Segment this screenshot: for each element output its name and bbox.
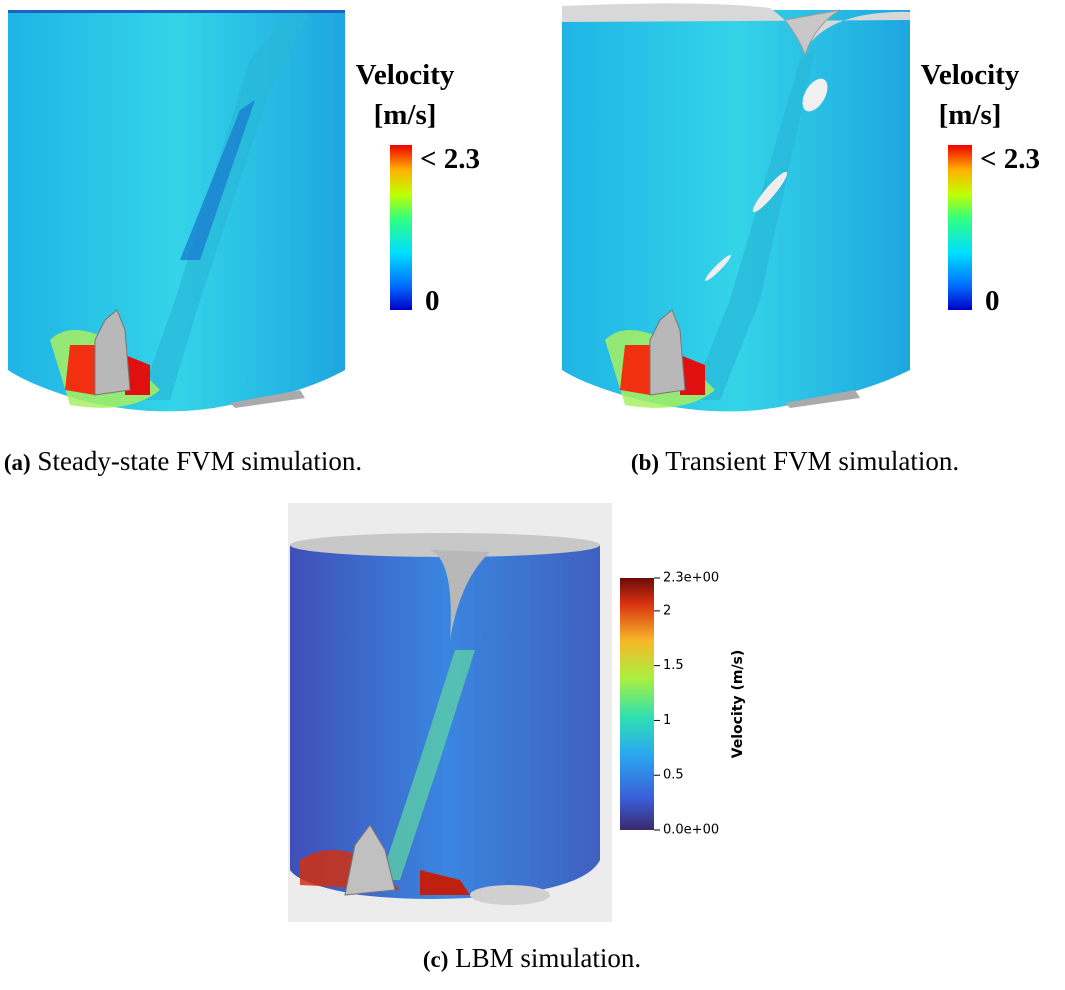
caption-label: (a) — [4, 450, 31, 475]
legend-max: < 2.3 — [980, 143, 1040, 175]
legend-unit: [m/s] — [374, 99, 437, 131]
legend-min: 0 — [985, 285, 1000, 317]
colorbar-tick-label: 1 — [663, 713, 671, 728]
colorbar — [620, 578, 654, 830]
caption-label: (b) — [631, 450, 659, 475]
simulation-image-b — [562, 3, 910, 412]
caption-text: Steady-state FVM simulation. — [37, 446, 362, 476]
colorbar — [390, 145, 412, 310]
colorbar-tick-label: 0.5 — [663, 768, 684, 783]
caption: (c) LBM simulation. — [423, 943, 641, 973]
caption-text: LBM simulation. — [455, 943, 641, 973]
caption-text: Transient FVM simulation. — [665, 446, 959, 476]
legend-title: Velocity — [921, 59, 1020, 91]
simulation-image-c — [288, 503, 612, 922]
legend-min: 0 — [425, 285, 440, 317]
caption: (a) Steady-state FVM simulation. — [4, 446, 362, 476]
colorbar-tick-label: 2 — [663, 603, 671, 618]
legend-max: < 2.3 — [420, 143, 480, 175]
colorbar-tick-label: 1.5 — [663, 658, 684, 673]
simulation-image-a — [8, 10, 345, 412]
legend-title: Velocity (m/s) — [730, 650, 746, 759]
caption-label: (c) — [423, 947, 449, 972]
legend-unit: [m/s] — [939, 99, 1002, 131]
colorbar-tick-label: 0.0e+00 — [663, 823, 719, 838]
colorbar — [948, 145, 972, 310]
legend-title: Velocity — [356, 59, 455, 91]
colorbar-tick-label: 2.3e+00 — [663, 571, 719, 586]
caption: (b) Transient FVM simulation. — [631, 446, 959, 476]
